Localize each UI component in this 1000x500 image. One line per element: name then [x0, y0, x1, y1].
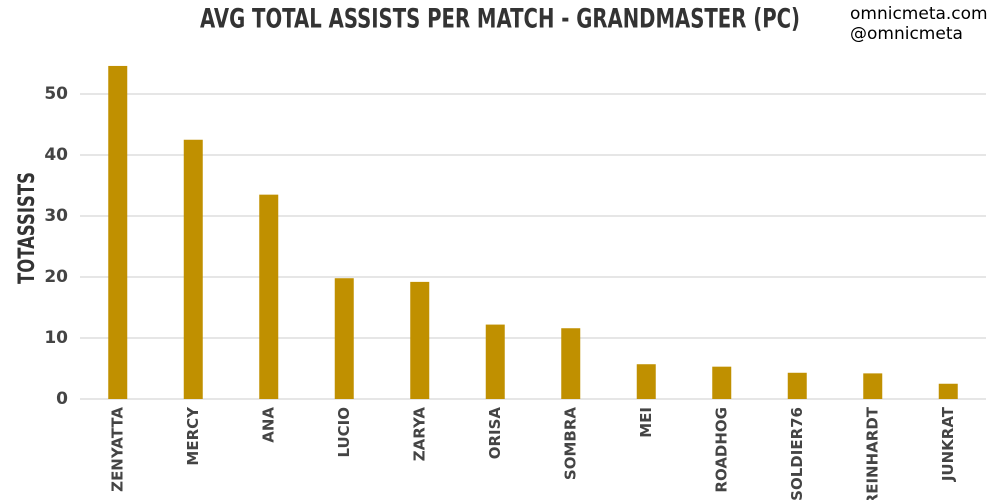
x-tick-label: ANA — [259, 407, 277, 443]
bar — [334, 278, 354, 399]
bar — [259, 194, 279, 399]
watermark: omnicmeta.com — [850, 4, 988, 24]
bar — [561, 328, 581, 399]
bar — [636, 364, 656, 399]
y-tick-label: 40 — [44, 145, 68, 165]
y-tick-label: 10 — [44, 328, 68, 348]
bar — [410, 281, 430, 399]
y-tick-label: 0 — [56, 389, 68, 409]
watermark: @omnicmeta — [850, 24, 963, 44]
chart-title: AVG TOTAL ASSISTS PER MATCH - GRANDMASTE… — [200, 4, 800, 35]
bar — [712, 366, 732, 399]
x-tick-label: ORISA — [486, 407, 504, 460]
x-tick-label: MEI — [637, 407, 655, 438]
bar — [938, 383, 958, 399]
x-tick-label: LUCIO — [335, 407, 353, 458]
x-tick-label: REINHARDT — [863, 406, 881, 500]
x-tick-label: MERCY — [184, 406, 202, 466]
x-tick-label: ZENYATTA — [108, 407, 126, 492]
x-tick-label: ROADHOG — [712, 407, 730, 493]
x-tick-label: SOLDIER76 — [788, 407, 806, 500]
x-tick-label: SOMBRA — [561, 407, 579, 480]
y-tick-label: 50 — [44, 84, 68, 104]
y-axis-label: TOTASSISTS — [15, 172, 40, 284]
bar — [183, 139, 203, 399]
y-tick-label: 20 — [44, 267, 68, 287]
x-tick-label: JUNKRAT — [939, 406, 957, 482]
y-tick-label: 30 — [44, 206, 68, 226]
bar — [787, 372, 807, 399]
x-tick-label: ZARYA — [410, 407, 428, 462]
bar — [485, 324, 505, 399]
bar — [108, 65, 128, 399]
bar — [863, 373, 883, 399]
